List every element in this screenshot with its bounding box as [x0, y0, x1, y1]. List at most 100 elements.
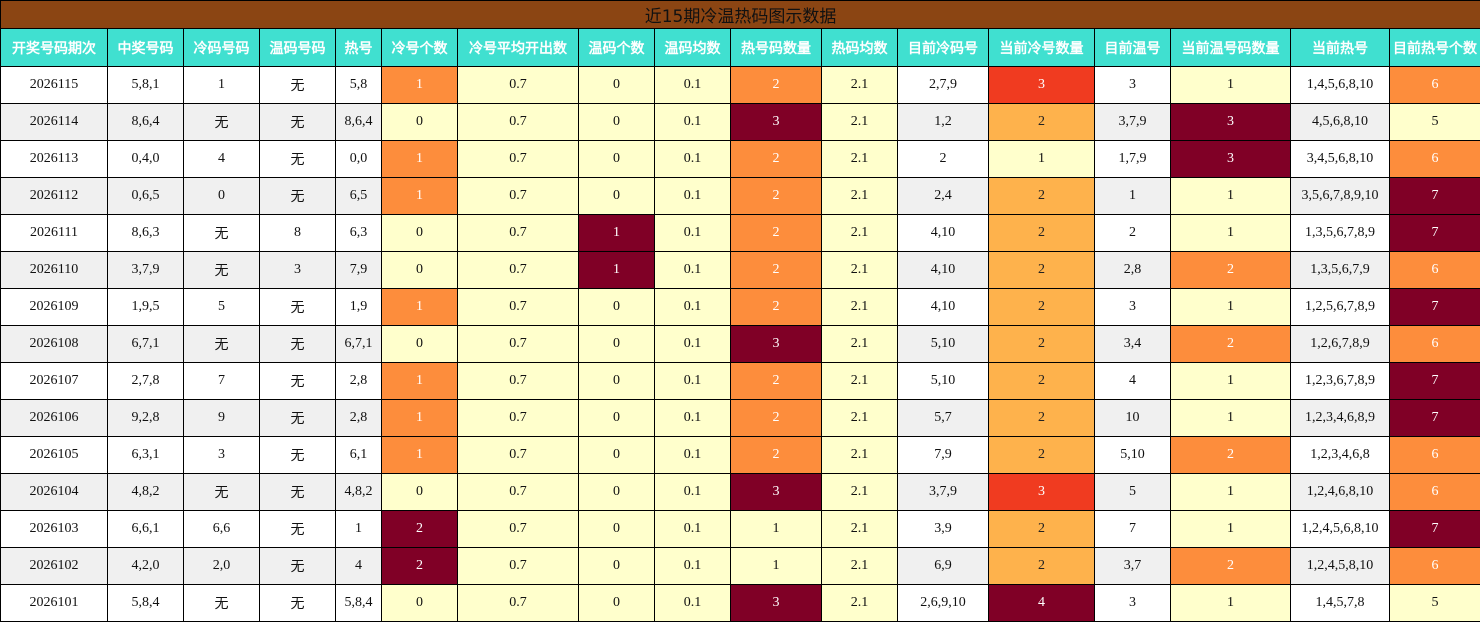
table-cell: 5 [1388, 103, 1480, 141]
table-cell: 1,3,5,6,7,8,9 [1290, 214, 1390, 252]
table-cell: 2 [897, 140, 989, 178]
table-cell: 0 [381, 473, 458, 511]
table-cell: 2.1 [821, 473, 898, 511]
table-cell: 7,9 [335, 251, 382, 289]
header-row: 开奖号码期次 中奖号码 冷码号码 温码号码 热号 冷号个数 冷号平均开出数 温码个数 温码均数热… [0, 28, 1480, 67]
table-cell: 6,6,1 [107, 510, 184, 548]
table-cell: 2 [988, 399, 1095, 437]
table-cell: 无 [183, 214, 260, 252]
table-cell: 5,10 [897, 362, 989, 400]
table-cell: 2 [730, 362, 822, 400]
table-cell: 2026107 [0, 362, 108, 400]
table-cell: 无 [259, 584, 336, 622]
table-cell: 1,2,4,5,6,8,10 [1290, 510, 1390, 548]
table-cell: 无 [259, 66, 336, 104]
table-cell: 1,4,5,6,8,10 [1290, 66, 1390, 104]
table-cell: 2 [730, 66, 822, 104]
table-cell: 1 [381, 436, 458, 474]
table-cell: 1 [1170, 214, 1291, 252]
table-cell: 2 [988, 177, 1095, 215]
table-cell: 1 [730, 510, 822, 548]
table-cell: 3,5,6,7,8,9,10 [1290, 177, 1390, 215]
table-cell: 1,2,3,4,6,8 [1290, 436, 1390, 474]
table-cell: 2 [730, 214, 822, 252]
table-cell: 0 [381, 103, 458, 141]
table-cell: 2.1 [821, 214, 898, 252]
table-cell: 3 [1094, 288, 1171, 326]
table-cell: 6,1 [335, 436, 382, 474]
table-cell: 5,10 [897, 325, 989, 363]
table-cell: 1,2,4,5,8,10 [1290, 547, 1390, 585]
table-cell: 5 [1094, 473, 1171, 511]
table-cell: 1 [1094, 177, 1171, 215]
table-cell: 0.1 [654, 547, 731, 585]
table-cell: 1 [381, 66, 458, 104]
table-cell: 1,2,6,7,8,9 [1290, 325, 1390, 363]
table-cell: 无 [183, 473, 260, 511]
table-cell: 1 [730, 547, 822, 585]
table-row: 2026115 5,8,1 1 无 5,8 1 0.7 0 0.1 2 2.1 2,7,9 3 3 1 1,4… [0, 66, 1480, 104]
table-cell: 3,7 [1094, 547, 1171, 585]
table-cell: 5,8 [335, 66, 382, 104]
table-cell: 6 [1388, 547, 1480, 585]
table-cell: 无 [259, 473, 336, 511]
table-cell: 0 [578, 584, 655, 622]
table-cell: 0.7 [457, 362, 579, 400]
table-cell: 无 [259, 177, 336, 215]
table-cell: 7 [183, 362, 260, 400]
table-cell: 1,2,5,6,7,8,9 [1290, 288, 1390, 326]
table-cell: 0 [578, 510, 655, 548]
column-header: 目前冷码号 [897, 28, 989, 67]
table-cell: 0.1 [654, 473, 731, 511]
column-header: 中奖号码 [107, 28, 184, 67]
table-row: 2026103 6,6,1 6,6 无 1 2 0.7 0 0.1 1 2.1 3,9 2 7 1 1,2,4… [0, 510, 1480, 548]
table-cell: 1 [335, 510, 382, 548]
table-cell: 0.7 [457, 436, 579, 474]
table-cell: 2 [988, 325, 1095, 363]
table-cell: 2 [1170, 436, 1291, 474]
table-cell: 4 [1094, 362, 1171, 400]
table-cell: 0.1 [654, 140, 731, 178]
table-cell: 0 [578, 103, 655, 141]
table-cell: 3,7,9 [107, 251, 184, 289]
table-cell: 0.7 [457, 510, 579, 548]
table-cell: 2.1 [821, 288, 898, 326]
table-cell: 1,7,9 [1094, 140, 1171, 178]
table-cell: 2026112 [0, 177, 108, 215]
table-cell: 0 [578, 325, 655, 363]
table-cell: 0.1 [654, 436, 731, 474]
table-cell: 1,2,3,6,7,8,9 [1290, 362, 1390, 400]
table-cell: 0.1 [654, 399, 731, 437]
table-cell: 0.1 [654, 325, 731, 363]
table-cell: 0 [381, 584, 458, 622]
table-cell: 7 [1388, 288, 1480, 326]
table-cell: 3 [259, 251, 336, 289]
table-cell: 7,9 [897, 436, 989, 474]
table-cell: 2 [1170, 325, 1291, 363]
column-header: 开奖号码期次 [0, 28, 108, 67]
table-cell: 无 [259, 547, 336, 585]
column-header: 热码均数 [821, 28, 898, 67]
table-cell: 0.1 [654, 510, 731, 548]
table-cell: 2 [988, 214, 1095, 252]
table-cell: 0.7 [457, 214, 579, 252]
table-cell: 2026115 [0, 66, 108, 104]
table-cell: 2026111 [0, 214, 108, 252]
table-cell: 5,8,4 [107, 584, 184, 622]
table-cell: 7 [1388, 362, 1480, 400]
table-cell: 6,7,1 [107, 325, 184, 363]
table-cell: 0.7 [457, 103, 579, 141]
table-cell: 无 [259, 362, 336, 400]
table-cell: 3 [988, 473, 1095, 511]
table-cell: 无 [183, 251, 260, 289]
column-header: 当前温号码数量 [1170, 28, 1291, 67]
table-cell: 1 [381, 362, 458, 400]
table-cell: 2.1 [821, 547, 898, 585]
table-cell: 8 [259, 214, 336, 252]
table-cell: 无 [183, 325, 260, 363]
table-cell: 3 [988, 66, 1095, 104]
table-cell: 3,4,5,6,8,10 [1290, 140, 1390, 178]
table-cell: 2,0 [183, 547, 260, 585]
table-cell: 无 [259, 288, 336, 326]
